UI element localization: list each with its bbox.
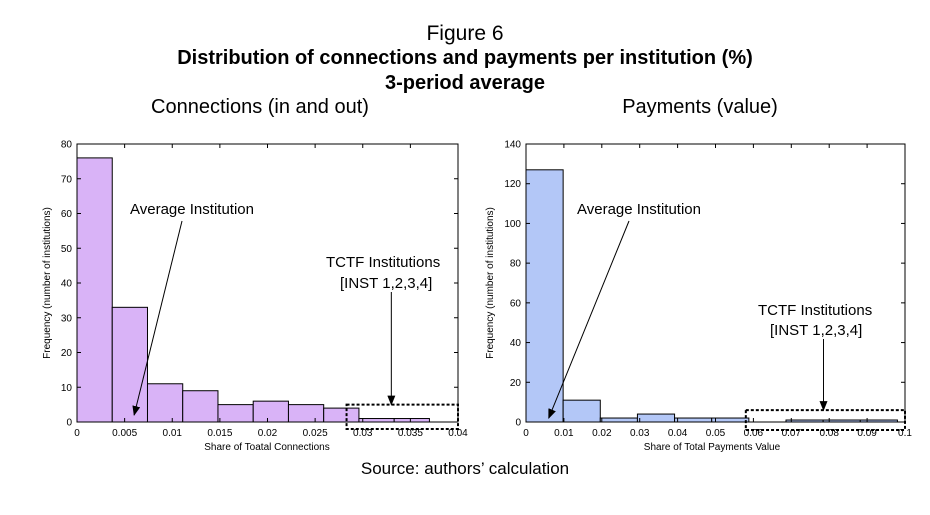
connections-bar (217, 404, 254, 423)
payments-x-tick-label: 0 (523, 428, 529, 439)
payments-y-tick-label: 100 (504, 219, 521, 230)
payments-y-tick-label: 60 (510, 298, 522, 309)
connections-y-tick-label: 0 (66, 418, 72, 429)
connections-bar (358, 418, 395, 423)
connections-panel-title: Connections (in and out) (151, 96, 369, 118)
payments-average-institution-arrow (548, 220, 630, 419)
connections-bar (323, 407, 360, 423)
connections-bar (111, 306, 148, 423)
figure-subtitle: 3-period average (384, 72, 546, 94)
connections-bar (146, 383, 184, 423)
payments-y-tick-label: 80 (510, 259, 522, 270)
payments-y-tick-label: 140 (504, 140, 521, 151)
payments-y-tick-label: 120 (504, 179, 521, 190)
payments-x-tick-label: 0.09 (857, 428, 877, 439)
connections-x-tick-label: 0.02 (258, 428, 278, 439)
payments-tctf-label: TCTF Institutions (758, 302, 872, 319)
connections-bar (76, 157, 113, 423)
payments-y-axis-label: Frequency (number of institutions) (485, 207, 496, 359)
payments-tctf-sublabel: [INST 1,2,3,4] (770, 322, 862, 339)
payments-x-tick-label: 0.06 (744, 428, 764, 439)
payments-x-tick-label: 0.03 (630, 428, 650, 439)
payments-bar (636, 413, 676, 423)
connections-y-tick-label: 20 (61, 348, 73, 359)
payments-y-tick-label: 40 (510, 338, 522, 349)
source-note: Source: authors’ calculation (360, 459, 570, 478)
connections-tctf-highlight-box (345, 403, 459, 430)
connections-y-tick-label: 70 (61, 174, 73, 185)
connections-average-institution-arrow (132, 220, 183, 417)
payments-plot-frame (525, 143, 906, 423)
payments-bar (562, 399, 601, 423)
connections-x-axis-label: Share of Toatal Connections (204, 442, 329, 453)
connections-y-axis-label: Frequency (number of institutions) (42, 207, 53, 359)
payments-panel-title: Payments (value) (622, 96, 778, 118)
connections-x-tick-label: 0.04 (448, 428, 468, 439)
payments-x-tick-label: 0.04 (668, 428, 688, 439)
payments-x-tick-label: 0.05 (706, 428, 726, 439)
figure-label: Figure 6 (426, 22, 504, 45)
connections-x-tick-label: 0.005 (112, 428, 137, 439)
connections-tctf-sublabel: [INST 1,2,3,4] (340, 275, 432, 292)
connections-x-tick-label: 0.035 (398, 428, 423, 439)
payments-x-tick-label: 0.1 (898, 428, 912, 439)
payments-bar (674, 417, 713, 423)
connections-bar (287, 404, 325, 423)
connections-y-tick-label: 80 (61, 140, 73, 151)
connections-bar (182, 390, 219, 423)
payments-x-tick-label: 0.07 (782, 428, 802, 439)
connections-y-tick-label: 60 (61, 209, 73, 220)
connections-y-tick-label: 40 (61, 279, 73, 290)
figure-title: Distribution of connections and payments… (177, 47, 753, 69)
connections-x-tick-label: 0 (74, 428, 80, 439)
payments-x-tick-label: 0.02 (592, 428, 612, 439)
payments-y-tick-label: 20 (510, 378, 522, 389)
payments-x-tick-label: 0.01 (554, 428, 574, 439)
connections-x-tick-label: 0.01 (163, 428, 183, 439)
connections-x-tick-label: 0.015 (207, 428, 232, 439)
connections-y-tick-label: 50 (61, 244, 73, 255)
connections-average-institution-label: Average Institution (130, 201, 254, 218)
payments-average-institution-label: Average Institution (577, 201, 701, 218)
payments-y-tick-label: 0 (515, 418, 521, 429)
payments-chart: 0 0.01 0.02 0.03 0.04 0.05 0.06 0.07 0.08 0.09 0.1… (485, 140, 912, 454)
connections-chart: 0 0.005 0.01 0.015 0.02 0.025 0.03 0.035 0.04 0 10… (42, 140, 468, 454)
connections-tctf-label: TCTF Institutions (326, 254, 440, 271)
connections-bar (393, 418, 430, 423)
connections-x-tick-label: 0.03 (353, 428, 373, 439)
payments-bar (599, 417, 638, 423)
payments-x-axis-label: Share of Total Payments Value (644, 442, 781, 453)
connections-x-tick-label: 0.025 (303, 428, 328, 439)
payments-x-tick-label: 0.08 (819, 428, 839, 439)
payments-bar (711, 417, 750, 423)
connections-bar (252, 400, 289, 423)
payments-bar (525, 169, 564, 423)
connections-y-tick-label: 10 (61, 383, 73, 394)
connections-y-tick-label: 30 (61, 313, 73, 324)
